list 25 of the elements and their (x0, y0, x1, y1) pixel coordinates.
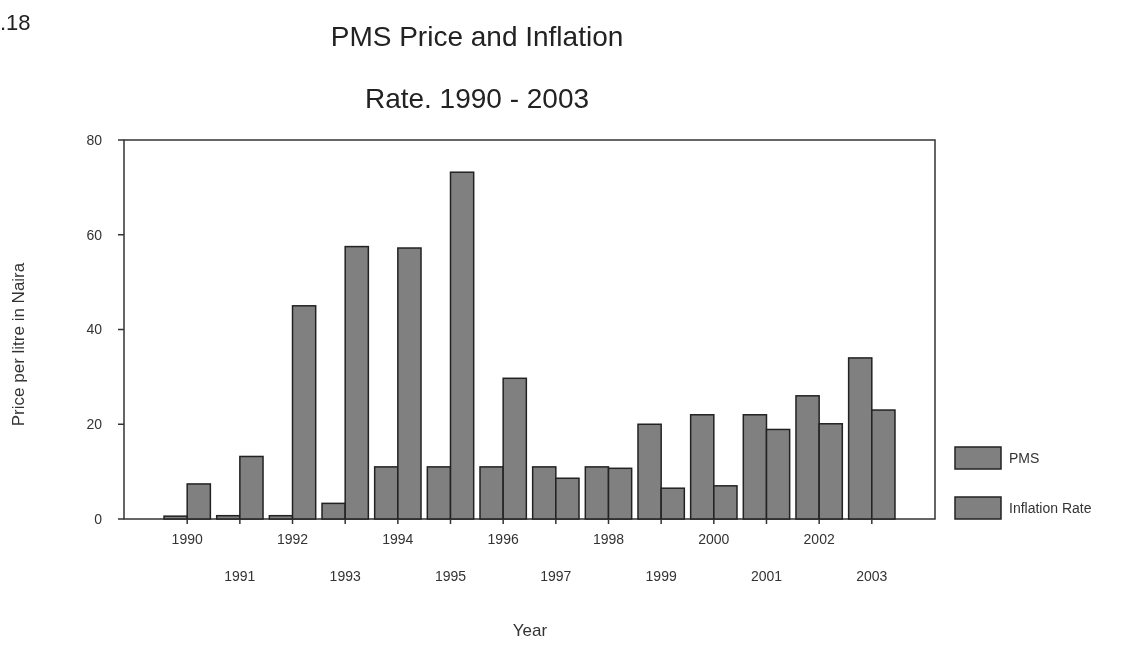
y-tick-label: 60 (86, 226, 103, 243)
x-tick-label: 1990 (171, 531, 203, 547)
x-axis-title: Year (512, 621, 548, 640)
y-tick-label: 20 (86, 416, 103, 433)
x-tick-label: 1998 (592, 531, 625, 547)
x-tick-label: 1992 (276, 531, 309, 547)
legend-label: PMS (1009, 449, 1040, 466)
x-tick-label: 2001 (750, 568, 783, 584)
x-tick-label: 2003 (856, 568, 888, 584)
x-tick-label: 1996 (487, 531, 519, 547)
x-tick-label: 1994 (382, 531, 414, 547)
chart-title: PMS Price and Inflation Rate. 1990 - 2003 (330, 21, 624, 114)
x-tick-label: 1999 (645, 568, 677, 584)
y-tick-label: 0 (94, 510, 103, 527)
y-axis-title: Price per litre in Naira (9, 262, 28, 427)
y-tick-label: 40 (86, 321, 103, 338)
x-tick-label: 1997 (540, 568, 572, 584)
legend-label: Inflation Rate (1009, 499, 1092, 516)
x-tick-label: 1995 (434, 568, 467, 584)
text: .18 (0, 10, 31, 35)
x-tick-label: 2000 (698, 531, 730, 547)
x-tick-label: 1991 (224, 568, 256, 584)
x-tick-label: 1993 (329, 568, 361, 584)
y-tick-label: 80 (86, 131, 103, 148)
x-tick-label: 2002 (803, 531, 835, 547)
